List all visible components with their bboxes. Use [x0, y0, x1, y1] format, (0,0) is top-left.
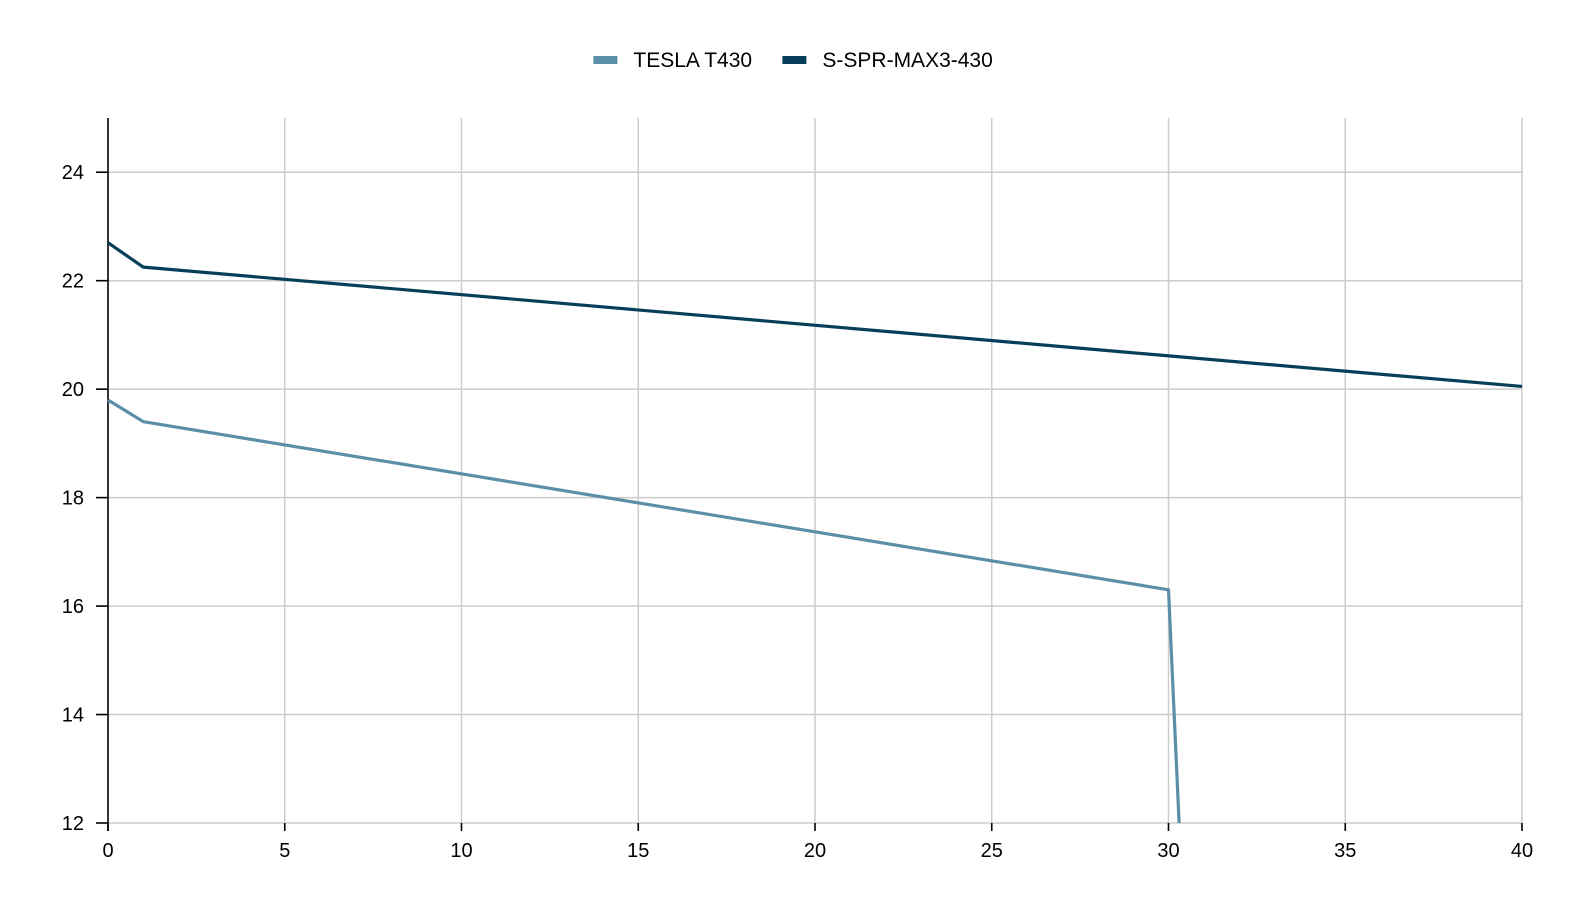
y-tick-label: 24 — [62, 162, 84, 184]
x-tick-label: 40 — [1511, 840, 1533, 862]
x-tick-label: 10 — [450, 840, 472, 862]
y-tick-label: 16 — [62, 596, 84, 618]
x-tick-label: 20 — [804, 840, 826, 862]
x-tick-label: 15 — [627, 840, 649, 862]
axes — [96, 118, 1523, 831]
series-lines — [107, 241, 1523, 824]
legend-label: S-SPR-MAX3-430 — [822, 49, 992, 72]
series-line-2 — [107, 241, 1523, 389]
legend-swatch — [593, 56, 618, 64]
series-line-1 — [107, 398, 1181, 824]
y-tick-label: 22 — [62, 271, 84, 293]
y-tick-label: 14 — [62, 705, 84, 727]
legend-swatch — [782, 56, 807, 64]
y-tick-label: 20 — [62, 379, 84, 401]
x-tick-label: 25 — [981, 840, 1003, 862]
x-tick-label: 30 — [1157, 840, 1179, 862]
x-tick-label: 0 — [102, 840, 113, 862]
y-tick-label: 18 — [62, 488, 84, 510]
grid — [108, 118, 1523, 823]
x-tick-label: 5 — [279, 840, 290, 862]
x-tick-label: 35 — [1334, 840, 1356, 862]
tick-labels: 12 14 16 18 20 22 24 0 5 10 15 20 25 30 35 40 — [62, 162, 1533, 862]
legend: TESLA T430 S-SPR-MAX3-430 — [593, 49, 993, 72]
legend-label: TESLA T430 — [633, 49, 752, 72]
y-tick-label: 12 — [62, 813, 84, 835]
